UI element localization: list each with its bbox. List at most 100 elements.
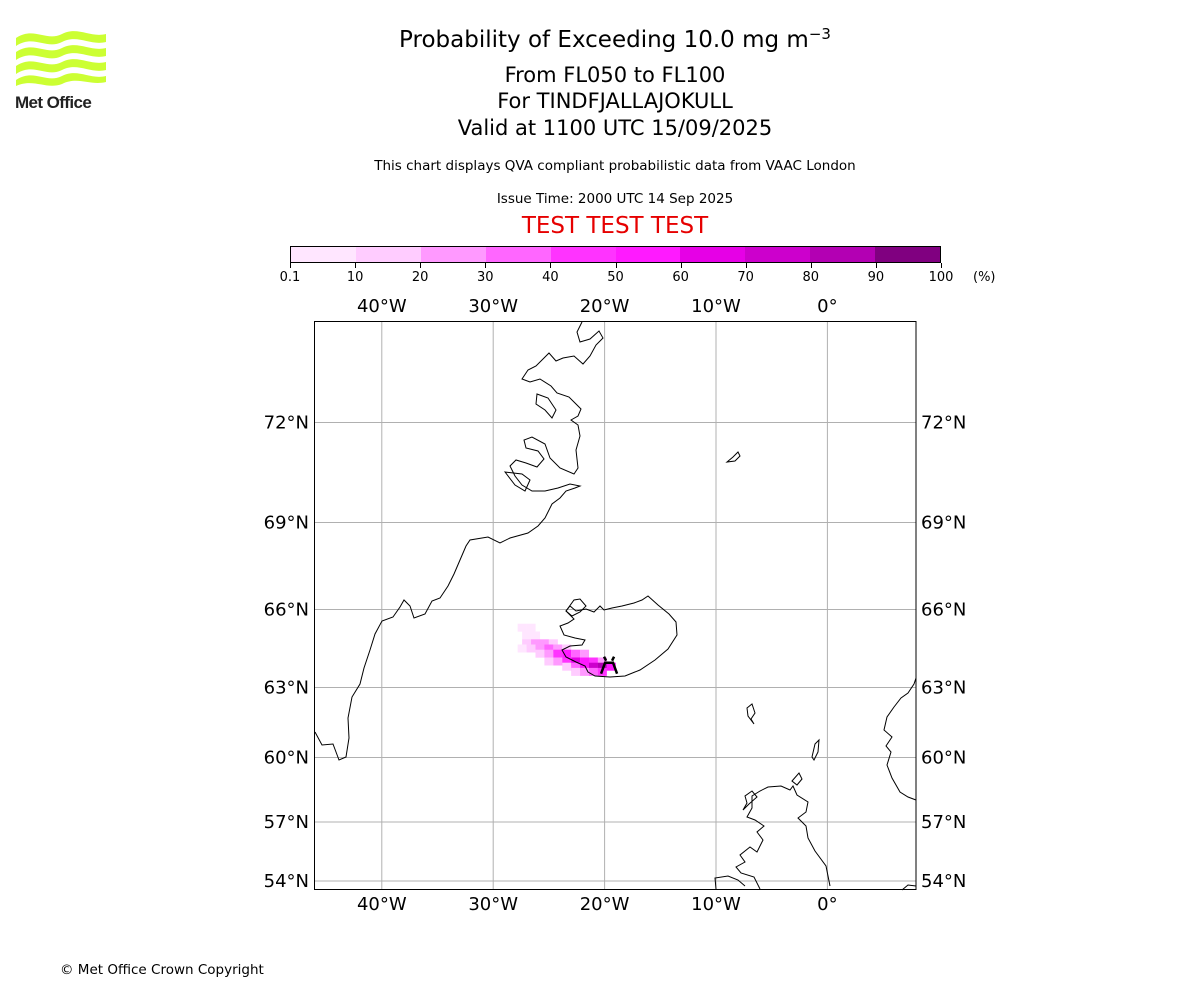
probability-cell — [562, 657, 572, 666]
longitude-label: 10°W — [691, 296, 741, 317]
longitude-label: 0° — [817, 894, 837, 915]
probability-cell — [571, 649, 581, 658]
colorbar-segment — [550, 247, 616, 262]
latitude-label: 72°N — [264, 413, 309, 434]
shetland-coast — [811, 738, 820, 761]
longitude-label: 40°W — [357, 296, 407, 317]
longitude-label: 20°W — [580, 296, 630, 317]
probability-cell — [571, 662, 581, 671]
map-frame — [314, 321, 917, 890]
qva-subtitle: This chart displays QVA compliant probab… — [374, 158, 856, 174]
iceland-westfjords — [565, 598, 587, 617]
probability-cell — [544, 649, 554, 658]
iceland-coast — [559, 595, 678, 678]
scotland-coast — [735, 785, 831, 890]
ash-probability-plume — [517, 623, 616, 676]
probability-cell — [553, 649, 563, 658]
latitude-label: 54°N — [264, 871, 309, 892]
greenland-fjord-inlet-2 — [503, 471, 531, 492]
longitude-label: 40°W — [357, 894, 407, 915]
met-office-wave-icon — [16, 31, 106, 86]
colorbar-tick — [355, 263, 356, 268]
probability-cell — [606, 662, 616, 671]
latitude-label: 72°N — [921, 413, 966, 434]
volcano-icon-plume — [602, 656, 616, 662]
probability-cell — [571, 667, 581, 676]
latitude-label: 54°N — [921, 871, 966, 892]
longitude-label: 20°W — [580, 894, 630, 915]
longitude-label: 30°W — [468, 894, 518, 915]
colorbar-tick — [746, 263, 747, 268]
probability-cell — [517, 623, 527, 632]
probability-cell — [580, 649, 590, 658]
latitude-label: 57°N — [921, 812, 966, 833]
colorbar-tick — [811, 263, 812, 268]
jan-mayen-coast — [725, 451, 741, 463]
colorbar-segment — [745, 247, 811, 262]
probability-cell — [597, 657, 607, 666]
colorbar-tick-label: 0.1 — [279, 270, 301, 285]
issue-time: Issue Time: 2000 UTC 14 Sep 2025 — [496, 191, 734, 207]
volcano-name: For TINDFJALLAJOKULL — [497, 89, 733, 113]
latitude-label: 60°N — [264, 748, 309, 769]
orkney-coast — [791, 772, 803, 786]
latitude-label: 66°N — [264, 600, 309, 621]
probability-cell — [539, 639, 549, 648]
colorbar-tick — [420, 263, 421, 268]
colorbar-tick-label: 70 — [737, 270, 754, 285]
probability-cell — [580, 667, 590, 676]
colorbar-tick — [290, 263, 291, 268]
title-exponent: −3 — [808, 25, 831, 43]
colorbar-tick-label: 20 — [411, 270, 429, 285]
volcano-icon — [599, 656, 619, 675]
latitude-label: 63°N — [921, 678, 966, 699]
northern-ireland-coast — [714, 875, 746, 890]
probability-colorbar — [290, 246, 941, 263]
colorbar-segment — [810, 247, 876, 262]
colorbar-tick-label: 40 — [542, 270, 559, 285]
probability-cell — [535, 649, 545, 658]
latitude-label: 69°N — [921, 513, 966, 534]
longitude-labels-top: 40°W 30°W 20°W 10°W 0° — [357, 296, 838, 317]
probability-cell — [588, 662, 598, 671]
latitude-label: 57°N — [264, 812, 309, 833]
probability-cell — [517, 644, 527, 653]
copyright-notice: © Met Office Crown Copyright — [60, 962, 264, 978]
probability-cell — [562, 662, 572, 671]
colorbar-tick — [681, 263, 682, 268]
colorbar-tick — [941, 263, 942, 268]
probability-cell — [580, 662, 590, 671]
longitude-labels-bottom: 40°W 30°W 20°W 10°W 0° — [357, 894, 838, 915]
latitude-labels-right: 72°N 69°N 66°N 63°N 60°N 57°N 54°N — [921, 413, 966, 893]
volcano-icon-cone — [599, 661, 619, 675]
chart-title: Probability of Exceeding 10.0 mg m−3 — [399, 25, 831, 53]
probability-cell — [562, 644, 572, 653]
colorbar-segment — [355, 247, 421, 262]
colorbar-tick-label: 80 — [802, 270, 820, 285]
flight-level-range: From FL050 to FL100 — [504, 63, 726, 87]
colorbar-tick — [876, 263, 877, 268]
probability-cell — [544, 644, 554, 653]
colorbar-segment — [875, 247, 941, 262]
hebrides-coast — [742, 790, 758, 811]
colorbar-segment — [420, 247, 486, 262]
colorbar-tick-label: 90 — [867, 270, 885, 285]
logo-text: Met Office — [15, 93, 91, 112]
latitude-label: 60°N — [921, 748, 966, 769]
greenland-coast — [314, 321, 604, 761]
greenland-fjord-inlet — [535, 393, 557, 419]
probability-cell — [531, 639, 541, 648]
colorbar-tick — [485, 263, 486, 268]
map-gridlines — [314, 321, 916, 890]
colorbar-tick-label: 30 — [477, 270, 494, 285]
faroe-islands-coast — [746, 703, 756, 725]
probability-cell — [553, 657, 563, 666]
valid-time: Valid at 1100 UTC 15/09/2025 — [457, 116, 773, 140]
latitude-labels-left: 72°N 69°N 66°N 63°N 60°N 57°N 54°N — [264, 413, 309, 893]
norway-coast — [883, 677, 917, 801]
colorbar-segment — [485, 247, 551, 262]
sweden-edge — [901, 884, 917, 891]
colorbar-segment — [615, 247, 681, 262]
probability-cell — [544, 657, 554, 666]
